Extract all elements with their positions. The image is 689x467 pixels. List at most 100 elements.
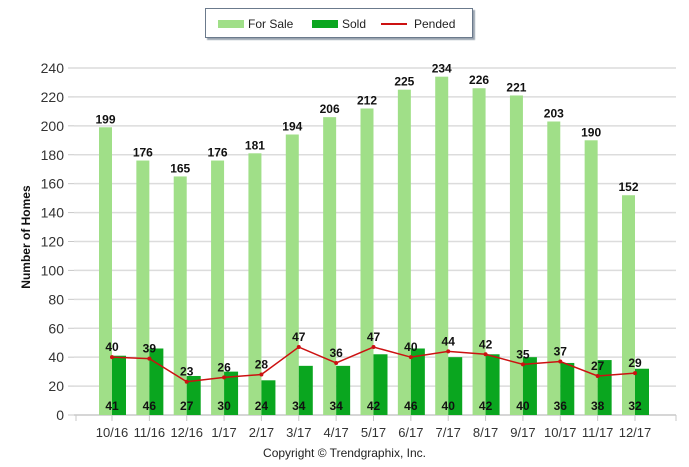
x-tick-label: 1/17	[211, 425, 236, 440]
label-sold: 46	[404, 399, 418, 413]
bar-for-sale	[248, 153, 262, 415]
label-for-sale: 226	[469, 73, 489, 87]
legend-swatch-sold	[312, 20, 338, 28]
bar-for-sale	[397, 89, 411, 415]
label-sold: 32	[628, 399, 642, 413]
x-tick-label: 10/16	[96, 425, 129, 440]
x-tick-label: 4/17	[323, 425, 348, 440]
label-for-sale: 176	[208, 146, 228, 160]
label-for-sale: 212	[357, 93, 377, 107]
x-tick-labels: 10/16 11/16 12/16 1/17 2/17 3/17 4/17 5/17 6/17 7…	[75, 415, 677, 440]
bar-for-sale	[622, 195, 635, 415]
pended-point	[259, 372, 264, 377]
bar-for-sale	[584, 140, 598, 415]
x-tick-label: 11/17	[582, 425, 614, 440]
label-sold: 42	[479, 399, 493, 413]
label-sold: 40	[442, 399, 456, 413]
y-tick-label: 100	[41, 262, 65, 278]
bar-sold	[224, 371, 239, 415]
y-tick-label: 160	[41, 176, 65, 192]
x-tick-label: 6/17	[398, 425, 423, 440]
bar-for-sale	[173, 176, 187, 415]
data-labels: 199 41 40 176 46 39 165 27 23 176 30 26 181 24 28 194 34…	[95, 62, 642, 413]
bar-for-sale	[472, 88, 486, 415]
bar-sold	[597, 360, 612, 415]
bar-for-sale	[435, 76, 449, 416]
bar-for-sale	[211, 160, 225, 415]
label-for-sale: 206	[320, 102, 340, 116]
x-tick-label: 9/17	[510, 425, 535, 440]
pended-point	[520, 362, 525, 367]
pended-point	[446, 349, 451, 354]
y-tick-label: 20	[48, 378, 64, 394]
label-sold: 40	[516, 399, 530, 413]
y-tick-label: 240	[41, 60, 65, 76]
label-for-sale: 234	[432, 62, 452, 76]
label-for-sale: 176	[133, 146, 153, 160]
copyright: Copyright © Trendgraphix, Inc.	[263, 446, 426, 460]
y-axis-label: Number of Homes	[19, 185, 33, 289]
x-tick-label: 7/17	[436, 425, 461, 440]
label-for-sale: 194	[282, 120, 302, 134]
pended-point	[371, 345, 376, 350]
label-sold: 42	[367, 399, 381, 413]
label-pended: 27	[591, 359, 605, 373]
label-for-sale: 221	[506, 80, 526, 94]
bar-sold	[298, 365, 313, 415]
pended-point	[184, 379, 189, 384]
label-pended: 26	[217, 360, 231, 374]
bar-for-sale	[547, 121, 561, 415]
label-sold: 27	[180, 399, 194, 413]
bar-sold	[112, 355, 126, 415]
x-tick-label: 10/17	[544, 425, 577, 440]
pended-point	[110, 355, 114, 360]
label-sold: 36	[554, 399, 568, 413]
label-for-sale: 165	[170, 161, 190, 175]
pended-point	[296, 345, 301, 350]
label-for-sale: 225	[394, 75, 414, 89]
label-pended: 23	[180, 365, 194, 379]
label-for-sale: 199	[95, 112, 115, 126]
bar-for-sale	[136, 160, 150, 415]
y-tick-label: 0	[56, 407, 64, 423]
label-pended: 39	[143, 342, 157, 356]
x-tick-label: 5/17	[361, 425, 386, 440]
label-pended: 37	[554, 345, 568, 359]
pended-point	[334, 360, 339, 365]
legend-swatch-pended	[381, 23, 407, 25]
x-tick-label: 12/16	[170, 425, 203, 440]
x-tick-label: 2/17	[249, 425, 274, 440]
pended-point	[147, 356, 152, 361]
y-tick-label: 80	[48, 291, 64, 307]
label-sold: 38	[591, 399, 605, 413]
y-tick-label: 200	[41, 118, 65, 134]
label-pended: 29	[628, 356, 642, 370]
label-for-sale: 190	[581, 125, 601, 139]
bar-sold	[560, 362, 575, 415]
label-pended: 35	[516, 347, 530, 361]
label-sold: 30	[217, 399, 231, 413]
bar-for-sale	[509, 95, 523, 416]
x-tick-label: 11/16	[134, 425, 166, 440]
y-tick-label: 120	[41, 234, 65, 250]
y-tick-label: 40	[48, 349, 64, 365]
label-for-sale: 181	[245, 138, 265, 152]
label-sold: 34	[292, 399, 306, 413]
legend: For Sale Sold Pended	[205, 8, 473, 38]
pended-point	[222, 375, 227, 380]
bar-sold	[448, 357, 463, 415]
bar-for-sale	[360, 108, 374, 415]
bar-sold	[635, 368, 649, 415]
x-tick-label: 12/17	[619, 425, 652, 440]
label-pended: 40	[105, 340, 119, 354]
y-tick-label: 220	[41, 89, 65, 105]
bar-for-sale	[285, 134, 299, 415]
label-for-sale: 203	[544, 106, 564, 120]
bar-sold	[522, 357, 537, 415]
bar-sold	[410, 348, 425, 415]
bar-sold	[261, 380, 276, 415]
y-tick-label: 180	[41, 147, 65, 163]
legend-label-sold: Sold	[342, 17, 367, 31]
legend-label-for-sale: For Sale	[248, 17, 294, 31]
